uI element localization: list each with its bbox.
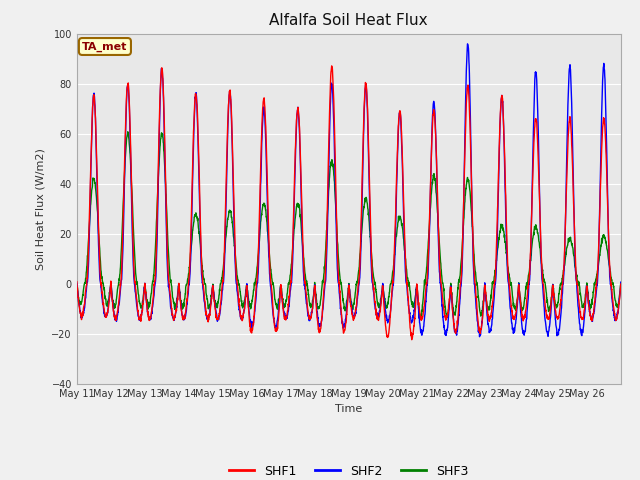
SHF2 bbox=[463, 41, 471, 47]
SHF3 bbox=[610, 284, 618, 290]
SHF1 bbox=[513, 303, 521, 309]
SHF1 bbox=[244, 305, 252, 311]
SHF1 bbox=[127, 166, 135, 171]
Title: Alfalfa Soil Heat Flux: Alfalfa Soil Heat Flux bbox=[269, 13, 428, 28]
Y-axis label: Soil Heat Flux (W/m2): Soil Heat Flux (W/m2) bbox=[36, 148, 46, 270]
Legend: SHF1, SHF2, SHF3: SHF1, SHF2, SHF3 bbox=[224, 460, 474, 480]
Text: TA_met: TA_met bbox=[82, 41, 127, 52]
SHF2 bbox=[617, 279, 625, 285]
SHF1 bbox=[617, 281, 625, 287]
SHF1 bbox=[610, 304, 618, 310]
SHF1 bbox=[408, 337, 415, 343]
SHF2 bbox=[127, 179, 135, 184]
SHF2 bbox=[544, 331, 552, 337]
SHF2 bbox=[610, 307, 618, 312]
SHF2 bbox=[513, 306, 521, 312]
Line: SHF1: SHF1 bbox=[77, 66, 621, 340]
SHF3 bbox=[127, 179, 135, 184]
SHF3 bbox=[124, 129, 132, 134]
X-axis label: Time: Time bbox=[335, 405, 362, 414]
SHF1 bbox=[73, 279, 81, 285]
SHF1 bbox=[381, 323, 389, 329]
Line: SHF3: SHF3 bbox=[77, 132, 621, 318]
Line: SHF2: SHF2 bbox=[77, 44, 621, 336]
SHF2 bbox=[476, 334, 483, 339]
SHF3 bbox=[513, 300, 521, 305]
SHF2 bbox=[381, 307, 389, 313]
SHF2 bbox=[244, 302, 252, 308]
SHF3 bbox=[416, 315, 424, 321]
SHF3 bbox=[544, 301, 552, 307]
SHF2 bbox=[73, 280, 81, 286]
SHF1 bbox=[544, 316, 552, 322]
SHF3 bbox=[381, 301, 389, 307]
SHF3 bbox=[73, 279, 81, 285]
SHF3 bbox=[617, 280, 625, 286]
SHF1 bbox=[328, 63, 335, 69]
SHF3 bbox=[245, 300, 253, 305]
